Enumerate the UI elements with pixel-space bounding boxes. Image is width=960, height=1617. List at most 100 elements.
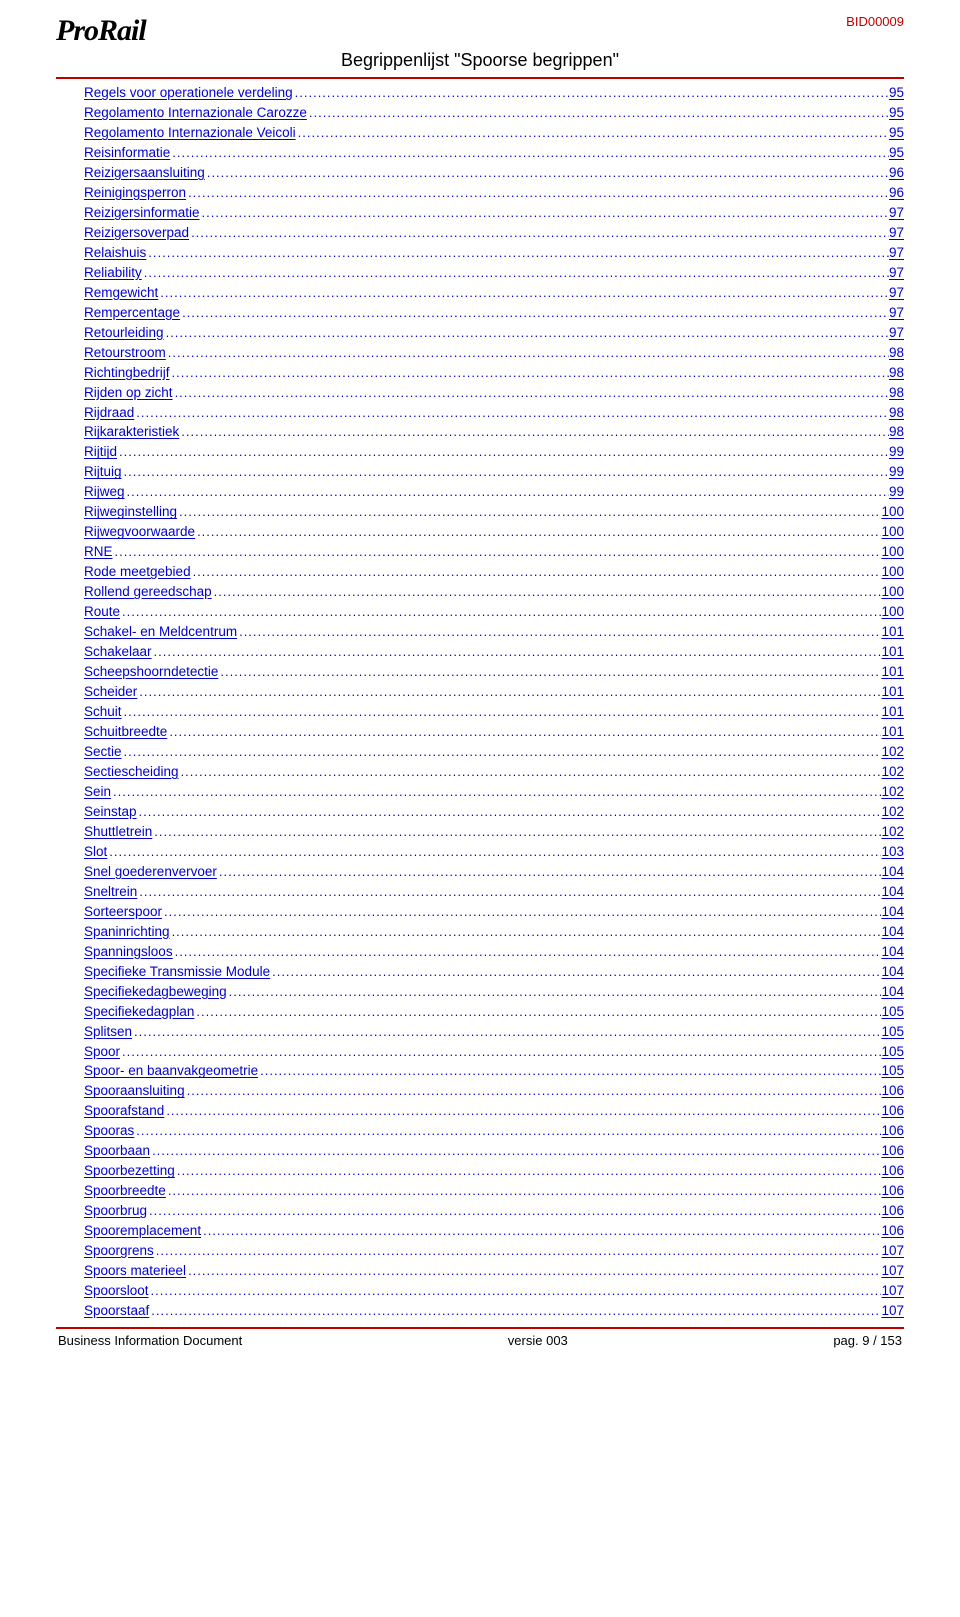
toc-entry-link[interactable]: Rijwegvoorwaarde — [84, 522, 195, 542]
toc-page-link[interactable]: 101 — [881, 682, 904, 702]
toc-page-link[interactable]: 106 — [881, 1121, 904, 1141]
toc-entry-link[interactable]: Spanningsloos — [84, 942, 173, 962]
toc-entry-link[interactable]: Sneltrein — [84, 882, 137, 902]
toc-page-link[interactable]: 96 — [889, 183, 904, 203]
toc-page-link[interactable]: 107 — [881, 1281, 904, 1301]
toc-page-link[interactable]: 100 — [881, 602, 904, 622]
toc-page-link[interactable]: 101 — [881, 702, 904, 722]
toc-page-link[interactable]: 97 — [889, 223, 904, 243]
toc-entry-link[interactable]: Retourleiding — [84, 323, 164, 343]
toc-page-link[interactable]: 106 — [881, 1141, 904, 1161]
toc-entry-link[interactable]: Scheepshoorndetectie — [84, 662, 218, 682]
toc-page-link[interactable]: 95 — [889, 123, 904, 143]
toc-page-link[interactable]: 107 — [881, 1261, 904, 1281]
toc-page-link[interactable]: 104 — [881, 862, 904, 882]
toc-page-link[interactable]: 100 — [881, 542, 904, 562]
toc-entry-link[interactable]: Reliability — [84, 263, 142, 283]
toc-entry-link[interactable]: Spoorbrug — [84, 1201, 147, 1221]
toc-entry-link[interactable]: Spaninrichting — [84, 922, 170, 942]
toc-page-link[interactable]: 107 — [881, 1301, 904, 1321]
toc-entry-link[interactable]: Spooraansluiting — [84, 1081, 185, 1101]
toc-page-link[interactable]: 107 — [881, 1241, 904, 1261]
toc-entry-link[interactable]: Sectie — [84, 742, 122, 762]
toc-entry-link[interactable]: Specifieke Transmissie Module — [84, 962, 270, 982]
toc-page-link[interactable]: 99 — [889, 462, 904, 482]
toc-page-link[interactable]: 98 — [889, 343, 904, 363]
toc-entry-link[interactable]: Scheider — [84, 682, 137, 702]
toc-page-link[interactable]: 106 — [881, 1101, 904, 1121]
toc-entry-link[interactable]: Spoorstaaf — [84, 1301, 149, 1321]
toc-page-link[interactable]: 100 — [881, 502, 904, 522]
toc-page-link[interactable]: 97 — [889, 323, 904, 343]
toc-entry-link[interactable]: Rijtijd — [84, 442, 117, 462]
toc-entry-link[interactable]: Reisinformatie — [84, 143, 170, 163]
toc-page-link[interactable]: 100 — [881, 522, 904, 542]
toc-page-link[interactable]: 96 — [889, 163, 904, 183]
toc-page-link[interactable]: 99 — [889, 442, 904, 462]
toc-entry-link[interactable]: Splitsen — [84, 1022, 132, 1042]
toc-entry-link[interactable]: Reizigersoverpad — [84, 223, 189, 243]
toc-entry-link[interactable]: Sein — [84, 782, 111, 802]
toc-page-link[interactable]: 102 — [881, 822, 904, 842]
toc-entry-link[interactable]: Regels voor operationele verdeling — [84, 83, 293, 103]
toc-entry-link[interactable]: Richtingbedrijf — [84, 363, 170, 383]
toc-entry-link[interactable]: Sectiescheiding — [84, 762, 179, 782]
toc-page-link[interactable]: 99 — [889, 482, 904, 502]
toc-page-link[interactable]: 95 — [889, 83, 904, 103]
toc-entry-link[interactable]: Remgewicht — [84, 283, 158, 303]
toc-entry-link[interactable]: Reizigersaansluiting — [84, 163, 205, 183]
toc-page-link[interactable]: 102 — [881, 802, 904, 822]
toc-page-link[interactable]: 104 — [881, 962, 904, 982]
toc-page-link[interactable]: 106 — [881, 1161, 904, 1181]
toc-entry-link[interactable]: Spooremplacement — [84, 1221, 201, 1241]
toc-page-link[interactable]: 101 — [881, 662, 904, 682]
toc-entry-link[interactable]: Snel goederenvervoer — [84, 862, 217, 882]
toc-page-link[interactable]: 98 — [889, 383, 904, 403]
toc-page-link[interactable]: 100 — [881, 562, 904, 582]
toc-entry-link[interactable]: Rijden op zicht — [84, 383, 173, 403]
toc-page-link[interactable]: 106 — [881, 1181, 904, 1201]
toc-entry-link[interactable]: Rijdraad — [84, 403, 134, 423]
toc-page-link[interactable]: 95 — [889, 103, 904, 123]
toc-entry-link[interactable]: Retourstroom — [84, 343, 166, 363]
toc-entry-link[interactable]: Schuitbreedte — [84, 722, 167, 742]
toc-entry-link[interactable]: Sorteerspoor — [84, 902, 162, 922]
toc-page-link[interactable]: 104 — [881, 942, 904, 962]
toc-entry-link[interactable]: Specifiekedagplan — [84, 1002, 194, 1022]
toc-entry-link[interactable]: Specifiekedagbeweging — [84, 982, 227, 1002]
toc-page-link[interactable]: 103 — [881, 842, 904, 862]
toc-entry-link[interactable]: Regolamento Internazionale Veicoli — [84, 123, 296, 143]
toc-entry-link[interactable]: Rempercentage — [84, 303, 180, 323]
toc-page-link[interactable]: 97 — [889, 283, 904, 303]
toc-page-link[interactable]: 102 — [881, 762, 904, 782]
toc-page-link[interactable]: 105 — [881, 1002, 904, 1022]
toc-entry-link[interactable]: Rijweg — [84, 482, 125, 502]
toc-page-link[interactable]: 98 — [889, 403, 904, 423]
toc-page-link[interactable]: 98 — [889, 422, 904, 442]
toc-page-link[interactable]: 102 — [881, 742, 904, 762]
toc-entry-link[interactable]: Spoorafstand — [84, 1101, 164, 1121]
toc-page-link[interactable]: 104 — [881, 902, 904, 922]
toc-entry-link[interactable]: Spoors materieel — [84, 1261, 186, 1281]
toc-page-link[interactable]: 106 — [881, 1221, 904, 1241]
toc-page-link[interactable]: 97 — [889, 303, 904, 323]
toc-page-link[interactable]: 98 — [889, 363, 904, 383]
toc-page-link[interactable]: 106 — [881, 1201, 904, 1221]
toc-entry-link[interactable]: Rijweginstelling — [84, 502, 177, 522]
toc-entry-link[interactable]: Rijtuig — [84, 462, 122, 482]
toc-page-link[interactable]: 95 — [889, 143, 904, 163]
toc-page-link[interactable]: 104 — [881, 882, 904, 902]
toc-entry-link[interactable]: Regolamento Internazionale Carozze — [84, 103, 307, 123]
toc-entry-link[interactable]: Spoor — [84, 1042, 120, 1062]
toc-entry-link[interactable]: Spoor- en baanvakgeometrie — [84, 1061, 258, 1081]
toc-entry-link[interactable]: Shuttletrein — [84, 822, 152, 842]
toc-page-link[interactable]: 101 — [881, 722, 904, 742]
toc-entry-link[interactable]: Spoorbaan — [84, 1141, 150, 1161]
toc-page-link[interactable]: 101 — [881, 622, 904, 642]
toc-entry-link[interactable]: Rode meetgebied — [84, 562, 191, 582]
toc-page-link[interactable]: 104 — [881, 982, 904, 1002]
toc-entry-link[interactable]: Schuit — [84, 702, 122, 722]
toc-page-link[interactable]: 106 — [881, 1081, 904, 1101]
toc-entry-link[interactable]: Route — [84, 602, 120, 622]
toc-page-link[interactable]: 104 — [881, 922, 904, 942]
